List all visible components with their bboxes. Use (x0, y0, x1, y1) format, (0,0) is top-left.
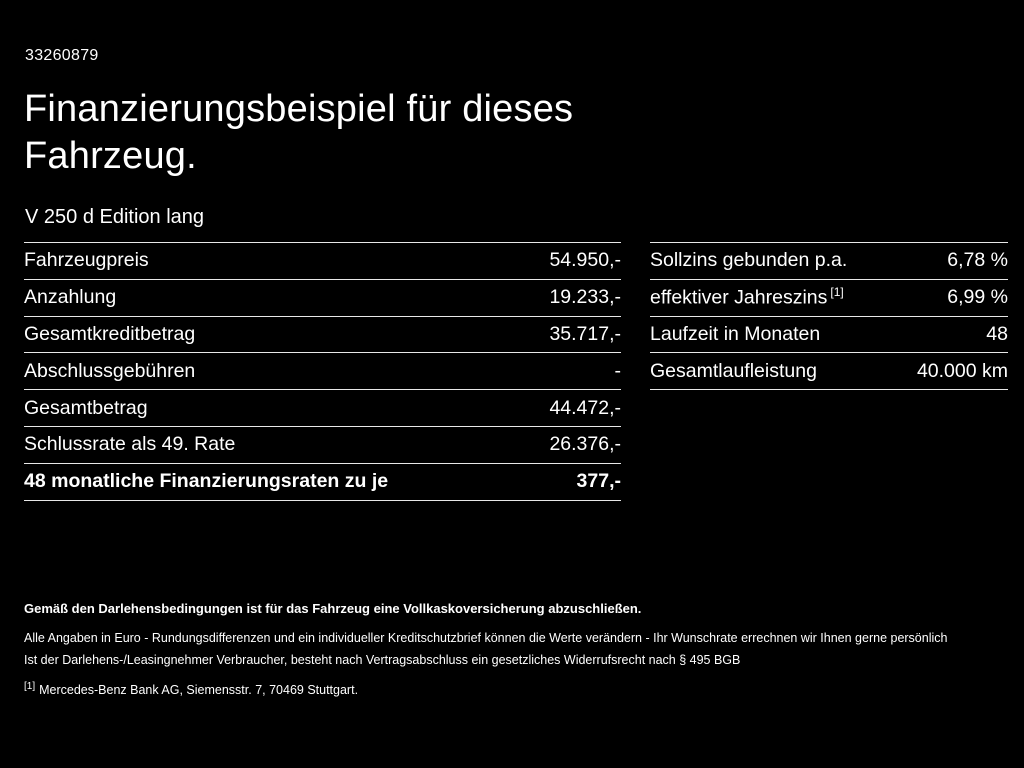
table-row-anzahlung: Anzahlung 19.233,- (24, 278, 621, 316)
general-disclaimer: Alle Angaben in Euro - Rundungsdifferenz… (24, 631, 948, 645)
row-label: Gesamtkreditbetrag (24, 322, 196, 345)
row-label: Laufzeit in Monaten (650, 322, 821, 345)
row-label: 48 monatliche Finanzierungsraten zu je (24, 470, 389, 493)
row-value: 40.000 km (916, 359, 1008, 382)
row-label: Gesamtbetrag (24, 396, 148, 419)
footnote-text: Mercedes-Benz Bank AG, Siemensstr. 7, 70… (39, 683, 359, 698)
row-label: Abschlussgebühren (24, 359, 196, 382)
table-row-gesamtlaufleistung: Gesamtlaufleistung 40.000 km (650, 352, 1008, 389)
table-row-laufzeit: Laufzeit in Monaten 48 (650, 315, 1008, 353)
row-label: Schlussrate als 49. Rate (24, 433, 236, 456)
row-value: 35.717,- (549, 322, 621, 345)
vehicle-id: 33260879 (25, 47, 99, 64)
row-label: Gesamtlaufleistung (650, 359, 817, 382)
legal-footer: Gemäß den Darlehensbedingungen ist für d… (24, 598, 1004, 701)
row-label: effektiver Jahreszins [1] (650, 285, 844, 309)
footnote-reference: [1] (830, 285, 844, 300)
row-value: 48 (986, 322, 1008, 345)
insurance-disclaimer: Gemäß den Darlehensbedingungen ist für d… (24, 601, 642, 616)
page-title-line2: Fahrzeug. (24, 135, 197, 177)
row-label: Sollzins gebunden p.a. (650, 249, 848, 272)
footnote-marker: [1] (24, 681, 36, 692)
row-value: 6,99 % (947, 286, 1008, 309)
row-value: 26.376,- (549, 433, 621, 456)
row-value: 377,- (576, 470, 621, 493)
rate-conditions-table: Sollzins gebunden p.a. 6,78 % effektiver… (650, 242, 1008, 391)
table-row-fahrzeugpreis: Fahrzeugpreis 54.950,- (24, 242, 621, 279)
row-label: Anzahlung (24, 286, 117, 309)
table-row-monatsrate: 48 monatliche Finanzierungsraten zu je 3… (24, 462, 621, 500)
page-title-line1: Finanzierungsbeispiel für dieses (24, 88, 574, 130)
row-value: 19.233,- (549, 286, 621, 309)
footnote: [1] Mercedes-Benz Bank AG, Siemensstr. 7,… (24, 676, 1004, 701)
table-row-gesamtbetrag: Gesamtbetrag 44.472,- (24, 389, 621, 426)
financing-table: Fahrzeugpreis 54.950,- Anzahlung 19.233,… (24, 242, 621, 501)
row-value: 44.472,- (549, 396, 621, 419)
table-row-abschlussgebuehren: Abschlussgebühren - (24, 352, 621, 389)
withdrawal-disclaimer: Ist der Darlehens-/Leasingnehmer Verbrau… (24, 653, 741, 667)
row-value: - (614, 359, 622, 382)
table-row-schlussrate: Schlussrate als 49. Rate 26.376,- (24, 425, 621, 463)
page-title: Finanzierungsbeispiel für dieses Fahrzeug… (24, 86, 573, 180)
table-row-sollzins: Sollzins gebunden p.a. 6,78 % (650, 242, 1008, 279)
table-row-effektiver-jahreszins: effektiver Jahreszins [1] 6,99 % (650, 278, 1008, 316)
row-value: 6,78 % (947, 249, 1008, 272)
row-value: 54.950,- (549, 249, 621, 272)
table-row-gesamtkreditbetrag: Gesamtkreditbetrag 35.717,- (24, 315, 621, 353)
row-label: Fahrzeugpreis (24, 249, 149, 272)
vehicle-model: V 250 d Edition lang (25, 206, 205, 228)
